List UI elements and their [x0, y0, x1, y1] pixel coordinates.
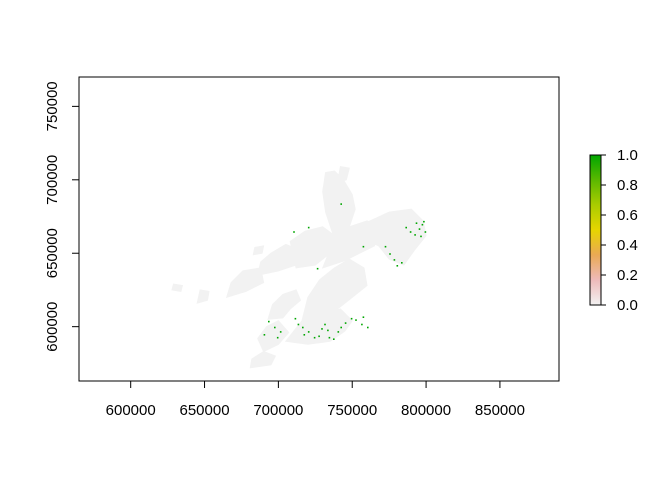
raster-layer	[171, 166, 427, 369]
raster-region-6	[348, 208, 427, 266]
raster-cell-6	[297, 323, 300, 326]
raster-cell-12	[321, 328, 323, 330]
raster-cell-25	[384, 245, 387, 248]
legend-tick-label-1: 0.2	[617, 267, 638, 284]
raster-cell-40	[316, 267, 319, 270]
raster-cell-4	[279, 331, 282, 333]
raster-cell-36	[420, 235, 422, 238]
x-tick-label-0: 600000	[106, 402, 156, 419]
legend-tick-label-3: 0.6	[617, 207, 638, 224]
x-tick-label-5: 850000	[475, 402, 525, 419]
raster-cell-20	[350, 317, 353, 320]
legend-tick-label-4: 0.8	[617, 177, 638, 194]
legend-colorbar	[589, 154, 602, 306]
raster-cell-38	[423, 220, 425, 223]
raster-cell-10	[313, 336, 316, 339]
raster-cell-19	[344, 322, 347, 324]
x-tick-label-4: 800000	[401, 402, 451, 419]
raster-cell-26	[389, 253, 391, 255]
raster-cell-37	[415, 222, 418, 224]
raster-cell-24	[362, 316, 365, 318]
x-tick-label-3: 750000	[327, 402, 377, 419]
raster-cell-15	[328, 336, 331, 339]
raster-cell-27	[393, 259, 396, 261]
raster-cell-32	[414, 234, 416, 236]
y-tick-label-2: 700000	[44, 155, 61, 205]
legend-tick-label-5: 1.0	[617, 147, 638, 164]
raster-region-9	[257, 243, 302, 276]
raster-cell-18	[340, 326, 342, 329]
raster-cell-41	[340, 203, 342, 205]
raster-region-14	[336, 166, 350, 184]
raster-cell-29	[401, 262, 403, 264]
raster-cell-21	[355, 319, 357, 321]
raster-cell-9	[307, 331, 310, 333]
y-tick-label-0: 600000	[44, 302, 61, 352]
raster-cell-33	[418, 228, 421, 230]
raster-cell-28	[396, 265, 399, 267]
y-tick-label-1: 650000	[44, 228, 61, 278]
color-legend: 0.0 0.2 0.4 0.6 0.8 1.0	[589, 147, 638, 314]
raster-cell-30	[405, 226, 407, 229]
raster-region-4	[301, 258, 368, 322]
raster-region-13	[252, 245, 265, 256]
raster-cell-31	[409, 231, 412, 233]
raster-cell-5	[294, 317, 297, 320]
raster-cell-35	[424, 231, 427, 233]
x-tick-label-2: 700000	[253, 402, 303, 419]
raster-region-10	[225, 267, 265, 299]
raster-cell-22	[361, 323, 363, 326]
x-axis: 600000 650000 700000 750000 800000 850000	[106, 380, 525, 419]
raster-region-0	[249, 351, 277, 369]
raster-cell-7	[302, 326, 304, 329]
raster-cell-2	[263, 334, 266, 336]
y-axis: 600000 650000 700000 750000	[44, 81, 80, 352]
raster-cell-13	[324, 323, 326, 326]
raster-cell-1	[274, 326, 276, 329]
raster-cell-8	[303, 334, 306, 336]
raster-cell-23	[367, 326, 369, 329]
raster-cell-43	[307, 226, 310, 229]
raster-region-1	[257, 320, 290, 353]
raster-cell-39	[293, 231, 295, 233]
legend-tick-label-2: 0.4	[617, 237, 638, 254]
raster-region-12	[196, 289, 210, 304]
x-tick-label-1: 650000	[180, 402, 230, 419]
raster-cell-42	[362, 245, 365, 248]
raster-region-11	[171, 283, 184, 292]
raster-cell-11	[318, 335, 320, 338]
legend-tick-label-0: 0.0	[617, 297, 638, 314]
raster-cell-17	[337, 331, 340, 333]
raster-cell-16	[333, 338, 335, 340]
raster-cell-14	[327, 329, 329, 332]
raster-cell-0	[268, 320, 270, 323]
raster-cell-3	[276, 336, 279, 339]
raster-cell-34	[421, 223, 424, 226]
y-tick-label-3: 750000	[44, 81, 61, 131]
raster-region-8	[289, 226, 336, 269]
raster-region-2	[267, 289, 302, 320]
